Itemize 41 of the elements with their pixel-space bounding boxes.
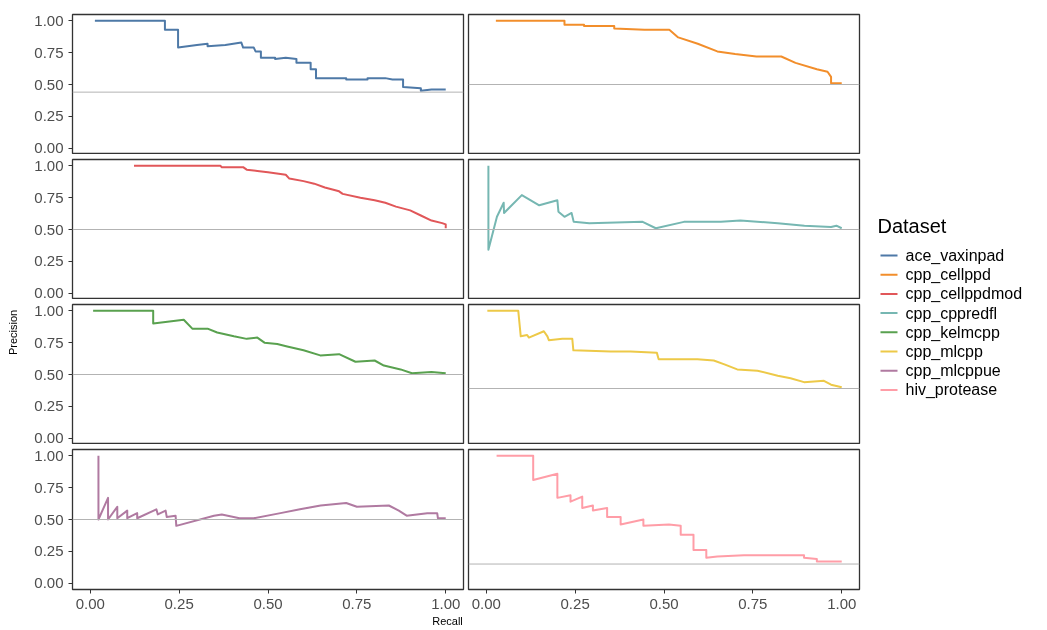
x-axis-title: Recall (432, 614, 463, 627)
y-tick-label: 0.50 (34, 510, 64, 528)
y-tick-label: 0.25 (34, 252, 64, 270)
y-tick-label: 1.00 (34, 446, 64, 464)
legend-label: cpp_mlcpp (905, 343, 983, 361)
y-tick-label: 0.00 (34, 139, 64, 157)
y-tick-label: 0.50 (34, 75, 64, 93)
y-tick-label: 0.50 (34, 365, 64, 383)
legend-label: cpp_kelmcpp (905, 323, 1000, 342)
legend-label: cpp_mlcppue (905, 362, 1001, 381)
y-tick-label: 0.75 (34, 188, 64, 206)
x-tick-label: 1.00 (827, 594, 857, 612)
x-tick-label: 0.50 (649, 594, 679, 612)
y-tick-label: 0.75 (34, 478, 64, 496)
y-tick-label: 1.00 (34, 11, 64, 29)
y-tick-label: 1.00 (34, 301, 64, 319)
y-tick-label: 1.00 (34, 156, 64, 174)
legend-label: hiv_protease (905, 381, 998, 400)
y-tick-label: 0.25 (34, 542, 64, 560)
x-tick-label: 0.00 (471, 594, 501, 612)
x-tick-label: 0.50 (253, 594, 283, 612)
legend-label: cpp_cellppd (905, 266, 991, 285)
legend-label: cpp_cppredfl (905, 304, 998, 323)
y-tick-label: 0.75 (34, 333, 64, 351)
y-tick-label: 0.00 (34, 429, 64, 447)
y-tick-label: 0.75 (34, 43, 64, 61)
x-tick-label: 0.25 (560, 594, 590, 612)
y-tick-label: 0.25 (34, 107, 64, 125)
x-tick-label: 0.00 (75, 594, 105, 612)
legend-label: ace_vaxinpad (905, 247, 1005, 265)
y-tick-label: 0.25 (34, 397, 64, 415)
x-tick-label: 0.75 (342, 594, 372, 612)
legend-label: cpp_cellppdmod (905, 285, 1023, 304)
x-tick-label: 1.00 (431, 594, 461, 612)
legend-title: Dataset (877, 214, 947, 237)
y-tick-label: 0.00 (34, 284, 64, 302)
y-tick-label: 0.50 (34, 220, 64, 238)
x-tick-label: 0.75 (738, 594, 768, 612)
y-axis-title: Precision (7, 309, 20, 356)
y-tick-label: 0.00 (34, 574, 64, 592)
x-tick-label: 0.25 (164, 594, 194, 612)
